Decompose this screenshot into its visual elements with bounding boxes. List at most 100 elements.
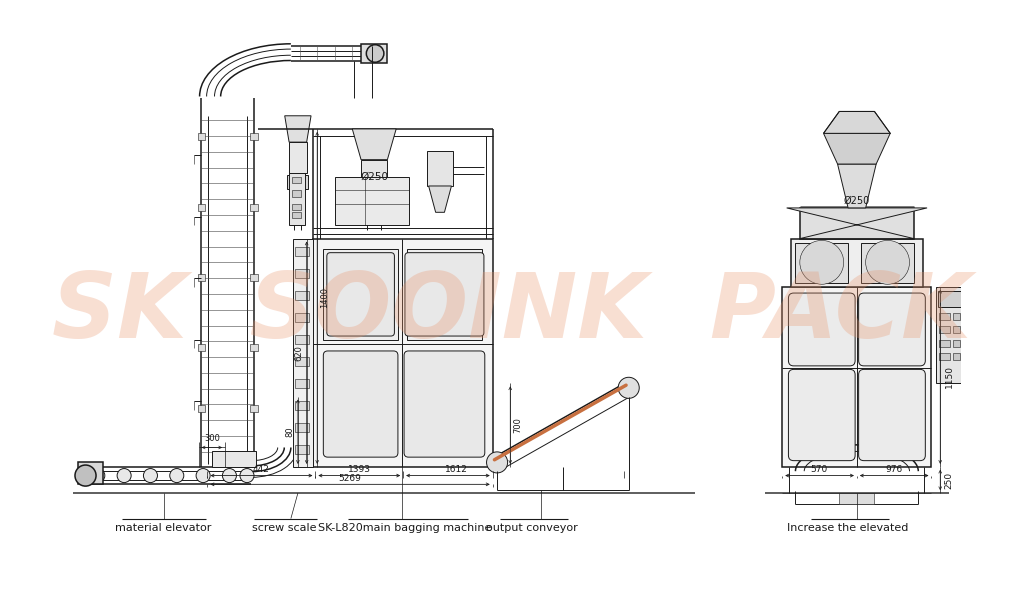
Polygon shape [352, 129, 396, 160]
Bar [198, 133, 205, 141]
Bar [412, 401, 417, 406]
FancyBboxPatch shape [859, 293, 926, 366]
Bar [198, 204, 205, 210]
Text: Increase the elevated: Increase the elevated [787, 523, 908, 533]
Bar [212, 451, 256, 467]
Text: screw scale: screw scale [252, 523, 316, 533]
Bar [292, 212, 300, 218]
Text: material elevator: material elevator [116, 523, 212, 533]
Bar [312, 239, 493, 467]
Text: 5269: 5269 [338, 474, 361, 483]
Bar [288, 175, 308, 189]
Bar [251, 204, 257, 210]
Bar [295, 269, 309, 278]
Text: 300: 300 [204, 434, 220, 443]
Bar [251, 405, 257, 412]
Circle shape [486, 452, 508, 473]
Bar [335, 177, 410, 225]
Text: 442: 442 [253, 465, 269, 474]
Bar [289, 173, 305, 225]
Bar [953, 313, 961, 320]
Text: SK  SOOINK  PACK: SK SOOINK PACK [52, 269, 972, 357]
FancyBboxPatch shape [404, 351, 484, 457]
Bar [295, 357, 309, 366]
Bar [939, 340, 950, 347]
Circle shape [865, 240, 909, 284]
Bar [953, 326, 961, 334]
Bar [800, 208, 913, 239]
Bar [792, 239, 923, 287]
Bar [198, 405, 205, 412]
Bar [324, 249, 398, 340]
Text: SK-L820main bagging machine: SK-L820main bagging machine [318, 523, 492, 533]
Bar [939, 353, 950, 360]
Circle shape [143, 469, 158, 483]
Bar [782, 287, 932, 467]
Bar [294, 239, 312, 467]
Circle shape [367, 44, 384, 63]
Bar [251, 344, 257, 351]
Bar [936, 287, 967, 383]
Circle shape [222, 469, 237, 483]
Bar [407, 249, 482, 340]
Text: Ø250: Ø250 [360, 172, 388, 182]
Bar [292, 177, 300, 183]
Text: output conveyor: output conveyor [486, 523, 579, 533]
Text: 1150: 1150 [944, 365, 953, 388]
FancyBboxPatch shape [859, 370, 926, 460]
Bar [295, 401, 309, 410]
Circle shape [196, 469, 210, 483]
Bar [251, 133, 257, 141]
Bar [295, 313, 309, 322]
Polygon shape [786, 208, 927, 239]
Bar [198, 273, 205, 281]
Circle shape [75, 465, 96, 486]
Bar [79, 462, 103, 484]
Bar [953, 353, 961, 360]
Text: Ø250: Ø250 [844, 196, 870, 206]
Bar [953, 340, 961, 347]
Bar [796, 243, 848, 282]
FancyBboxPatch shape [327, 252, 394, 336]
Circle shape [240, 469, 254, 483]
Bar [251, 273, 257, 281]
Text: 976: 976 [885, 465, 902, 474]
Bar [939, 313, 950, 320]
Bar [939, 326, 950, 334]
Polygon shape [838, 164, 877, 208]
Bar [427, 151, 454, 186]
Text: 1393: 1393 [348, 465, 371, 474]
Bar [861, 243, 913, 282]
Bar [411, 290, 417, 297]
Polygon shape [823, 111, 890, 133]
FancyBboxPatch shape [404, 252, 484, 336]
Text: 570: 570 [811, 465, 827, 474]
Bar [295, 379, 309, 388]
Bar [292, 191, 300, 197]
Text: 250: 250 [944, 471, 953, 489]
Bar [361, 44, 387, 63]
Bar [840, 493, 874, 504]
Bar [295, 423, 309, 432]
Text: 1612: 1612 [445, 465, 468, 474]
Bar [361, 160, 387, 186]
Polygon shape [429, 186, 452, 212]
Bar [295, 291, 309, 300]
Circle shape [117, 469, 131, 483]
Text: 700: 700 [514, 418, 522, 433]
Circle shape [91, 469, 104, 483]
Text: 80: 80 [286, 426, 295, 437]
Bar [295, 248, 309, 256]
Circle shape [618, 377, 639, 398]
Bar [295, 445, 309, 454]
Polygon shape [823, 133, 890, 164]
Text: 620: 620 [294, 345, 303, 361]
Bar [289, 142, 306, 173]
Bar [198, 344, 205, 351]
Text: 1400: 1400 [321, 287, 330, 308]
Bar [292, 204, 300, 210]
Circle shape [170, 469, 183, 483]
Polygon shape [285, 116, 311, 142]
FancyBboxPatch shape [788, 370, 855, 460]
Bar [295, 335, 309, 344]
